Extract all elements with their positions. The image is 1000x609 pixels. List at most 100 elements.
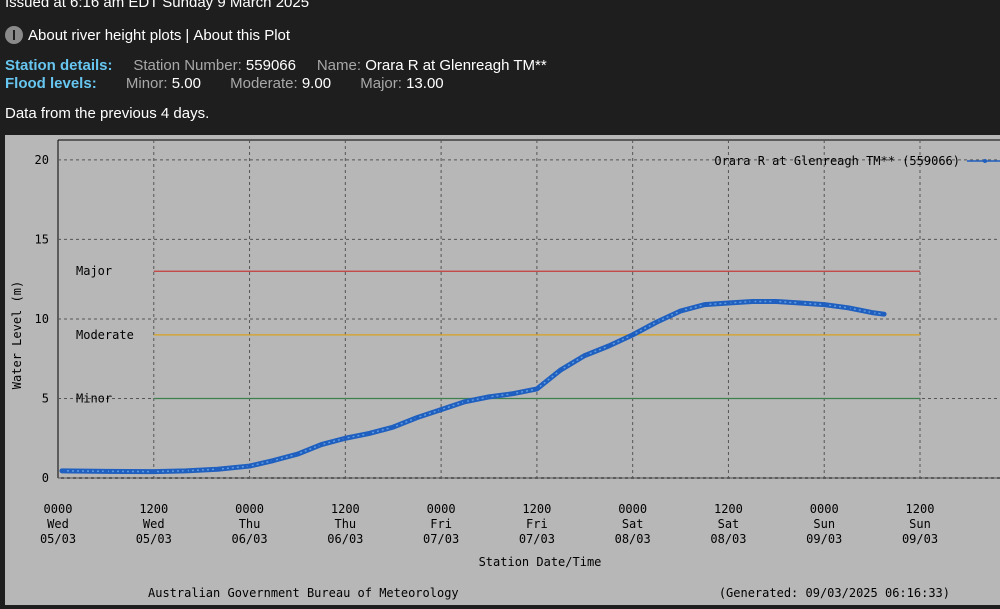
x-tick-label: 0000	[427, 502, 456, 516]
station-name-value: Orara R at Glenreagh TM**	[365, 57, 547, 74]
flood-levels-label: Flood levels:	[5, 75, 97, 92]
data-point	[367, 431, 372, 436]
y-tick-label: 15	[35, 232, 49, 246]
data-point	[59, 468, 65, 474]
x-tick-label: 07/03	[423, 532, 459, 546]
station-details-label: Station details:	[5, 57, 113, 74]
data-point	[798, 300, 803, 306]
data-point	[183, 468, 188, 474]
legend-label: Orara R at Glenreagh TM** (559066)	[714, 154, 960, 168]
x-tick-label: 05/03	[40, 532, 76, 546]
data-point	[822, 302, 827, 307]
data-point	[295, 451, 300, 457]
major-value: 13.00	[406, 75, 444, 92]
x-tick-label: 09/03	[806, 532, 842, 546]
minor-label: Minor:	[125, 75, 168, 92]
footer-generated: (Generated: 09/03/2025 06:16:33)	[719, 586, 950, 600]
y-tick-label: 5	[42, 391, 49, 405]
river-height-chart: 0 5 10 15 20 0000 Wed 05/03 1200 Wed 05/03 0000 Thu 0…	[5, 135, 1000, 605]
x-tick-label: 06/03	[231, 532, 267, 546]
data-point	[414, 415, 420, 420]
data-point	[343, 436, 348, 441]
station-name-label: Name:	[316, 57, 362, 74]
data-point	[881, 311, 887, 317]
data-point	[845, 305, 851, 311]
flood-levels-row: Flood levels: Minor: 5.00 Moderate: 9.00…	[5, 75, 444, 92]
data-point	[271, 458, 276, 463]
legend-marker	[983, 159, 987, 163]
data-point	[606, 343, 611, 349]
station-number-label: Station Number:	[133, 57, 242, 74]
x-tick-label: 0000	[810, 502, 839, 516]
data-range-note: Data from the previous 4 days.	[5, 105, 210, 122]
data-point	[215, 467, 220, 472]
data-point	[750, 299, 755, 304]
data-point	[247, 463, 252, 469]
x-tick-label: 1200	[139, 502, 168, 516]
x-tick-label: Fri	[430, 517, 452, 531]
moderate-label: Moderate:	[230, 75, 298, 92]
x-tick-label: Wed	[47, 517, 69, 531]
y-tick-label: 10	[35, 312, 49, 326]
data-point	[462, 399, 468, 404]
x-tick-label: 09/03	[902, 532, 938, 546]
data-point	[678, 308, 683, 314]
x-tick-label: Thu	[239, 517, 261, 531]
station-number-value: 559066	[245, 57, 296, 74]
threshold-label: Major	[76, 264, 112, 278]
x-tick-label: 06/03	[327, 532, 363, 546]
x-tick-label: Sun	[813, 517, 835, 531]
data-point	[630, 332, 635, 338]
help-links: About river height plots | About this Pl…	[5, 26, 290, 44]
x-tick-label: 07/03	[519, 532, 555, 546]
series-markers	[61, 300, 885, 473]
data-point	[774, 299, 779, 304]
footer-credit: Australian Government Bureau of Meteorol…	[148, 586, 459, 600]
x-tick-label: 08/03	[710, 532, 746, 546]
info-icon	[5, 26, 23, 44]
y-tick-label: 20	[35, 153, 49, 167]
x-axis-title: Station Date/Time	[479, 555, 602, 569]
data-point	[726, 300, 731, 306]
data-point	[151, 469, 156, 474]
x-tick-label: Sun	[909, 517, 931, 531]
data-point	[438, 407, 444, 412]
data-point	[869, 310, 875, 315]
about-this-plot-link[interactable]: About this Plot	[193, 26, 291, 44]
x-tick-label: 1200	[522, 502, 551, 516]
data-point	[702, 302, 707, 307]
threshold-label: Moderate	[76, 328, 134, 342]
data-point	[486, 394, 492, 400]
threshold-label: Minor	[76, 391, 112, 405]
x-tick-label: 1200	[906, 502, 935, 516]
about-river-height-plots-link[interactable]: About river height plots	[28, 26, 182, 44]
data-point	[558, 367, 564, 373]
series-line	[59, 298, 887, 475]
moderate-value: 9.00	[301, 75, 332, 92]
x-tick-label: Sat	[718, 517, 740, 531]
data-point	[510, 391, 516, 396]
data-point	[319, 442, 324, 447]
x-tick-label: 05/03	[136, 532, 172, 546]
x-tick-label: Sat	[622, 517, 644, 531]
station-details-row: Station details: Station Number: 559066 …	[5, 57, 547, 74]
x-tick-label: Wed	[143, 517, 165, 531]
x-tick-label: Fri	[526, 517, 548, 531]
major-label: Major:	[360, 75, 402, 92]
data-point	[654, 319, 659, 325]
data-point	[103, 469, 109, 474]
data-point	[534, 386, 540, 392]
x-tick-label: 1200	[331, 502, 360, 516]
minor-value: 5.00	[171, 75, 201, 92]
x-tick-label: Thu	[334, 517, 356, 531]
data-point	[391, 424, 396, 430]
x-tick-label: 0000	[235, 502, 264, 516]
x-tick-label: 0000	[44, 502, 73, 516]
y-tick-label: 0	[42, 471, 49, 485]
data-point	[582, 353, 587, 358]
chart-svg: 051015200000Wed05/031200Wed05/030000Thu0…	[10, 139, 1000, 600]
link-separator: |	[185, 26, 190, 44]
x-tick-label: 08/03	[615, 532, 651, 546]
x-tick-label: 0000	[618, 502, 647, 516]
x-tick-label: 1200	[714, 502, 743, 516]
